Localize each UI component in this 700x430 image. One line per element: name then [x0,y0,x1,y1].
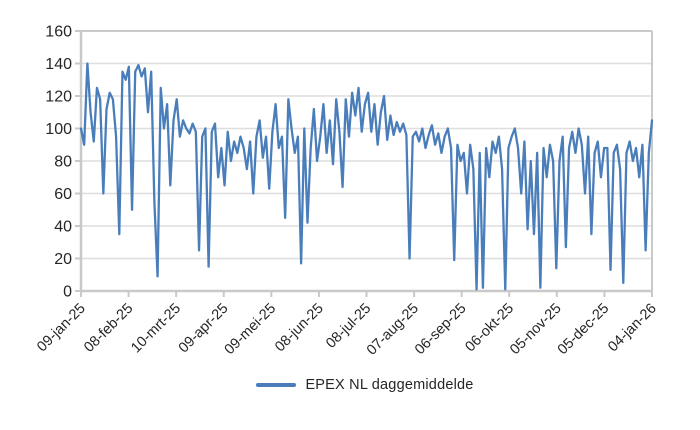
x-axis-label: 09-mei-25 [222,301,279,358]
x-axis-label: 08-jun-25 [272,301,327,356]
y-axis-label: 20 [54,251,72,268]
x-axis-label: 08-feb-25 [81,301,136,356]
x-axis-label: 05-dec-25 [555,301,612,358]
x-axis-label: 05-nov-25 [507,301,564,358]
y-axis-label: 80 [54,154,72,171]
x-axis-label: 10-mrt-25 [128,301,184,357]
legend-series-label: EPEX NL daggemiddelde [305,377,474,393]
chart-legend: EPEX NL daggemiddelde [55,372,675,398]
x-axis-label: 09-jan-25 [34,301,89,356]
y-axis-label: 0 [63,284,72,301]
y-axis-label: 100 [45,121,72,138]
y-axis-label: 60 [54,186,72,203]
x-axis-label: 06-sep-25 [412,301,469,358]
y-axis-label: 120 [45,89,72,106]
legend-line-marker [256,383,297,387]
x-axis-label: 07-aug-25 [364,301,422,359]
y-axis-label: 140 [45,56,72,73]
series-line-epex-nl [79,62,654,291]
y-axis-label: 40 [54,219,72,236]
y-axis-label: 160 [45,24,72,41]
line-chart-plot: 0 20 40 60 80 100 120 140 160 09-jan-2508-feb-251… [34,24,660,359]
x-axis-label: 04-jan-26 [605,301,660,356]
